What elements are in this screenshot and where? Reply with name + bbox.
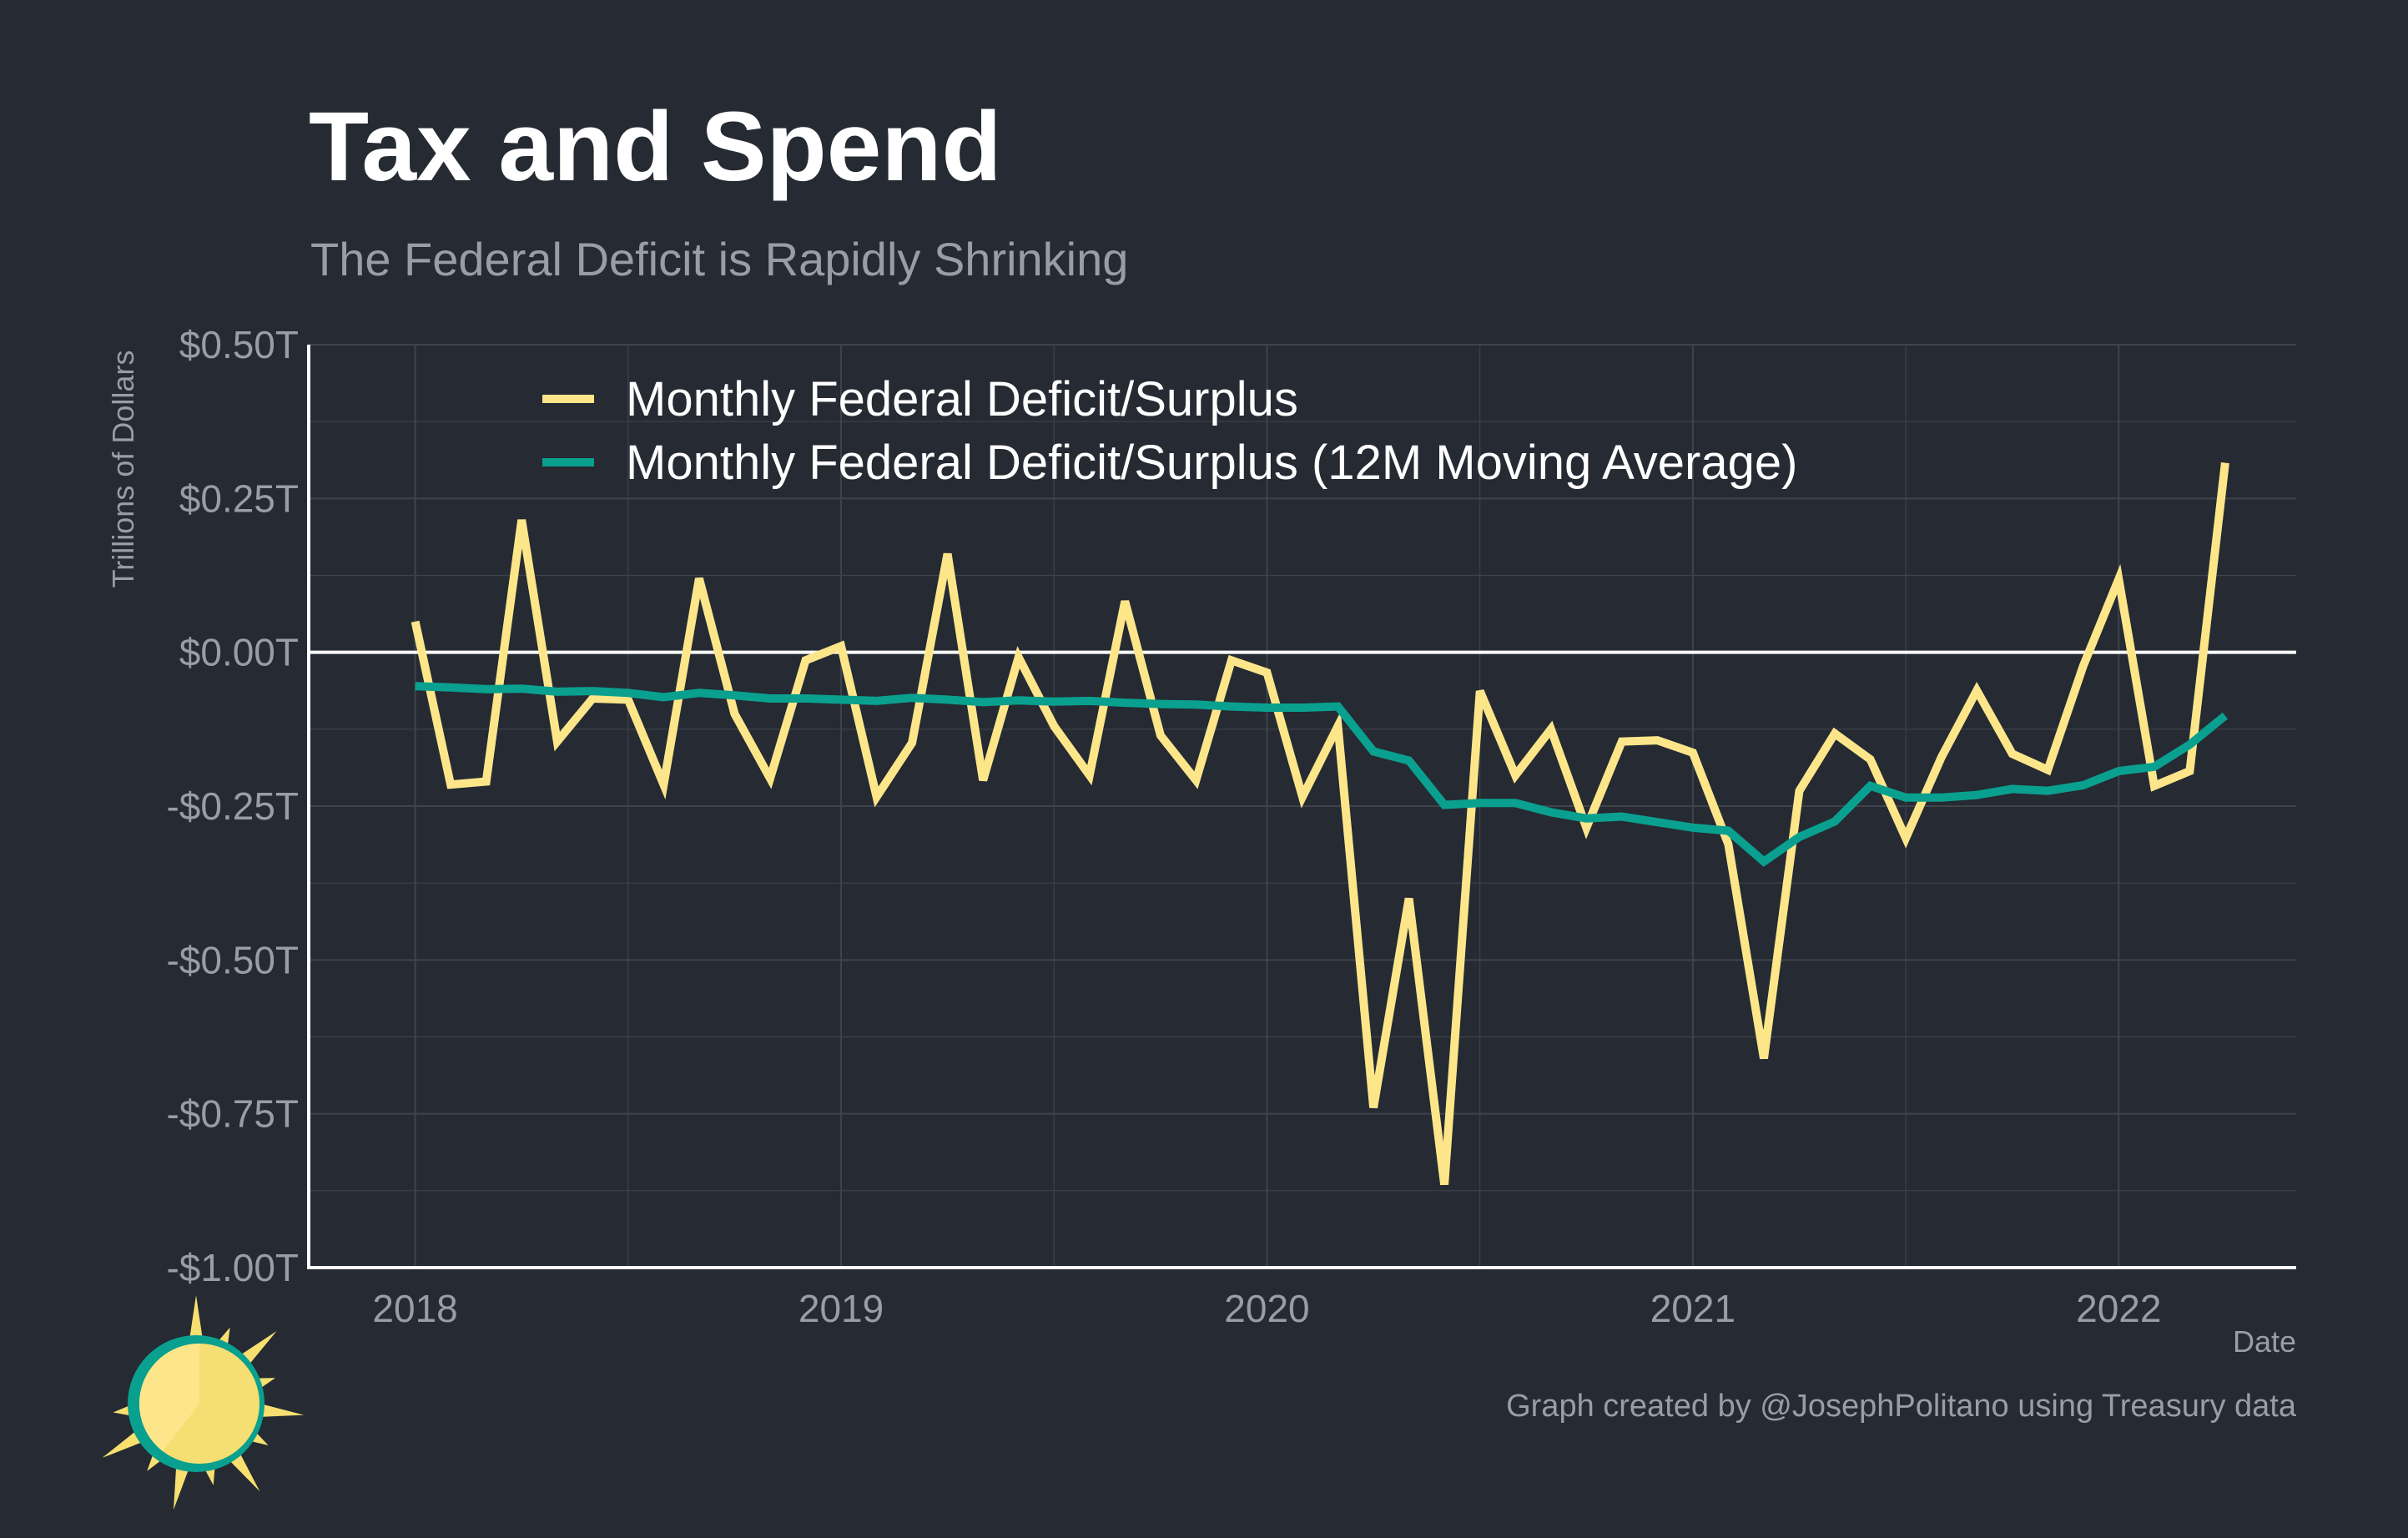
sun-highlight <box>139 1344 199 1451</box>
legend: Monthly Federal Deficit/Surplus Monthly … <box>542 372 1797 490</box>
chart-subtitle: The Federal Deficit is Rapidly Shrinking <box>310 233 1129 285</box>
y-tick-label: -$0.50T <box>166 938 299 981</box>
y-axis-title: Trillions of Dollars <box>106 350 140 588</box>
y-tick-label: $0.00T <box>179 631 299 674</box>
y-tick-label: $0.25T <box>179 477 299 520</box>
sun-ray <box>174 1459 192 1510</box>
x-tick-label: 2021 <box>1650 1287 1735 1330</box>
legend-label-monthly: Monthly Federal Deficit/Surplus <box>626 372 1298 426</box>
series-line-monthly <box>411 462 2229 1186</box>
x-axis-ticks: 2018 2019 2020 2021 2022 <box>372 1287 2161 1330</box>
series-layer <box>411 462 2229 1186</box>
sun-logo-icon <box>102 1295 305 1510</box>
y-tick-label: -$0.25T <box>166 784 299 828</box>
y-tick-label: -$0.75T <box>166 1092 299 1136</box>
legend-label-average: Monthly Federal Deficit/Surplus (12M Mov… <box>626 436 1797 490</box>
sun-ray <box>188 1295 204 1346</box>
series-line-average <box>415 682 2229 867</box>
x-tick-label: 2020 <box>1224 1287 1309 1330</box>
y-tick-label: $0.50T <box>179 323 299 366</box>
x-tick-label: 2022 <box>2076 1287 2161 1330</box>
y-tick-label: -$1.00T <box>166 1246 299 1289</box>
sun-ray <box>253 1402 305 1418</box>
y-axis-ticks: $0.50T $0.25T $0.00T -$0.25T -$0.50T -$0.75T -… <box>166 323 299 1289</box>
source-caption: Graph created by @JosephPolitano using T… <box>1506 1389 2296 1424</box>
x-tick-label: 2018 <box>372 1287 457 1330</box>
chart-title: Tax and Spend <box>309 92 1002 202</box>
x-tick-label: 2019 <box>798 1287 884 1330</box>
x-axis-title: Date <box>2233 1324 2296 1359</box>
